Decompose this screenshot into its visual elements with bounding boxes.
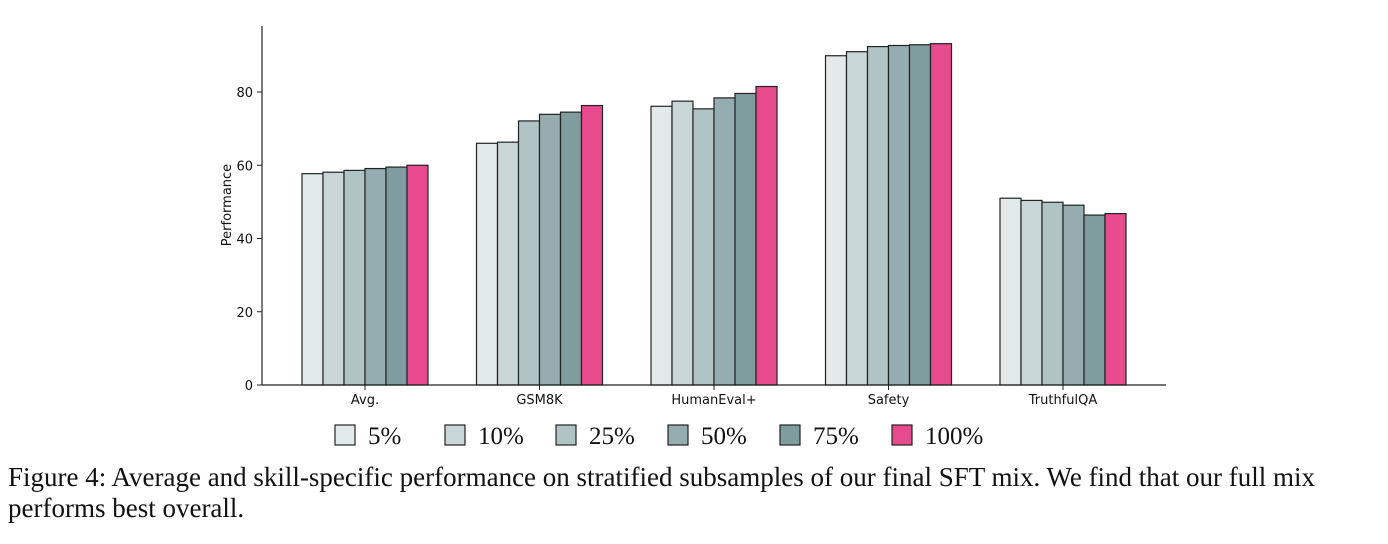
y-axis-label: Performance <box>220 164 235 246</box>
bar-GSM8K-5% <box>475 142 499 386</box>
bar-chart: Avg. GSM8K HumanEval+ Safety TruthfulQA 0 20 40… <box>220 26 1166 450</box>
bar-Safety-10% <box>845 51 869 386</box>
bar-TruthfulQA-50% <box>1062 204 1085 386</box>
bar-Safety-50% <box>887 44 911 386</box>
bar-HumanEval+-5% <box>650 105 673 386</box>
bar-TruthfulQA-75% <box>1083 214 1106 386</box>
legend-swatch <box>779 424 801 446</box>
legend-swatch <box>667 424 689 446</box>
bar-Avg.-25% <box>343 169 366 386</box>
y-tick-label: 80 <box>236 86 253 101</box>
figure-caption: Figure 4: Average and skill-specific per… <box>8 462 1316 523</box>
legend-swatch <box>555 424 577 446</box>
bar-GSM8K-50% <box>538 113 562 386</box>
legend-label: 75% <box>813 423 859 450</box>
bar-HumanEval+-10% <box>671 100 694 386</box>
bar-HumanEval+-50% <box>713 97 736 386</box>
x-tick-label: TruthfulQA <box>1028 393 1098 408</box>
bar-HumanEval+-25% <box>692 108 715 386</box>
bar-HumanEval+-75% <box>734 92 757 386</box>
y-tick-label: 20 <box>236 306 253 321</box>
legend-label: 50% <box>701 423 747 450</box>
bar-TruthfulQA-100% <box>1104 212 1127 386</box>
legend-label: 100% <box>925 423 983 450</box>
legend-label: 25% <box>589 423 635 450</box>
bar-Safety-25% <box>866 45 890 386</box>
bar-GSM8K-25% <box>517 120 541 386</box>
legend-swatch <box>891 424 913 446</box>
y-tick-label: 60 <box>236 159 253 174</box>
bar-TruthfulQA-5% <box>999 197 1022 386</box>
bar-Avg.-75% <box>385 166 408 386</box>
bar-GSM8K-10% <box>496 141 520 386</box>
bar-Avg.-100% <box>406 164 429 386</box>
legend-swatch <box>334 424 356 446</box>
bar-HumanEval+-100% <box>755 85 778 386</box>
bar-Safety-5% <box>824 55 848 386</box>
legend-label: 5% <box>368 423 401 450</box>
x-tick-label: GSM8K <box>516 393 563 408</box>
y-tick-label: 0 <box>245 379 253 394</box>
bar-Avg.-50% <box>364 167 387 386</box>
x-tick-label: Avg. <box>351 393 379 408</box>
bar-Safety-75% <box>908 44 932 386</box>
legend-swatch <box>444 424 466 446</box>
x-tick-label: HumanEval+ <box>671 393 756 408</box>
y-tick-label: 40 <box>236 233 253 248</box>
x-tick-label: Safety <box>868 393 910 408</box>
bar-TruthfulQA-25% <box>1041 201 1064 386</box>
bar-TruthfulQA-10% <box>1020 199 1043 386</box>
bar-GSM8K-75% <box>559 111 583 386</box>
bar-Avg.-5% <box>301 173 324 386</box>
bar-GSM8K-100% <box>580 104 604 386</box>
bar-Avg.-10% <box>322 171 345 386</box>
legend-label: 10% <box>478 423 524 450</box>
bar-Safety-100% <box>929 43 953 386</box>
